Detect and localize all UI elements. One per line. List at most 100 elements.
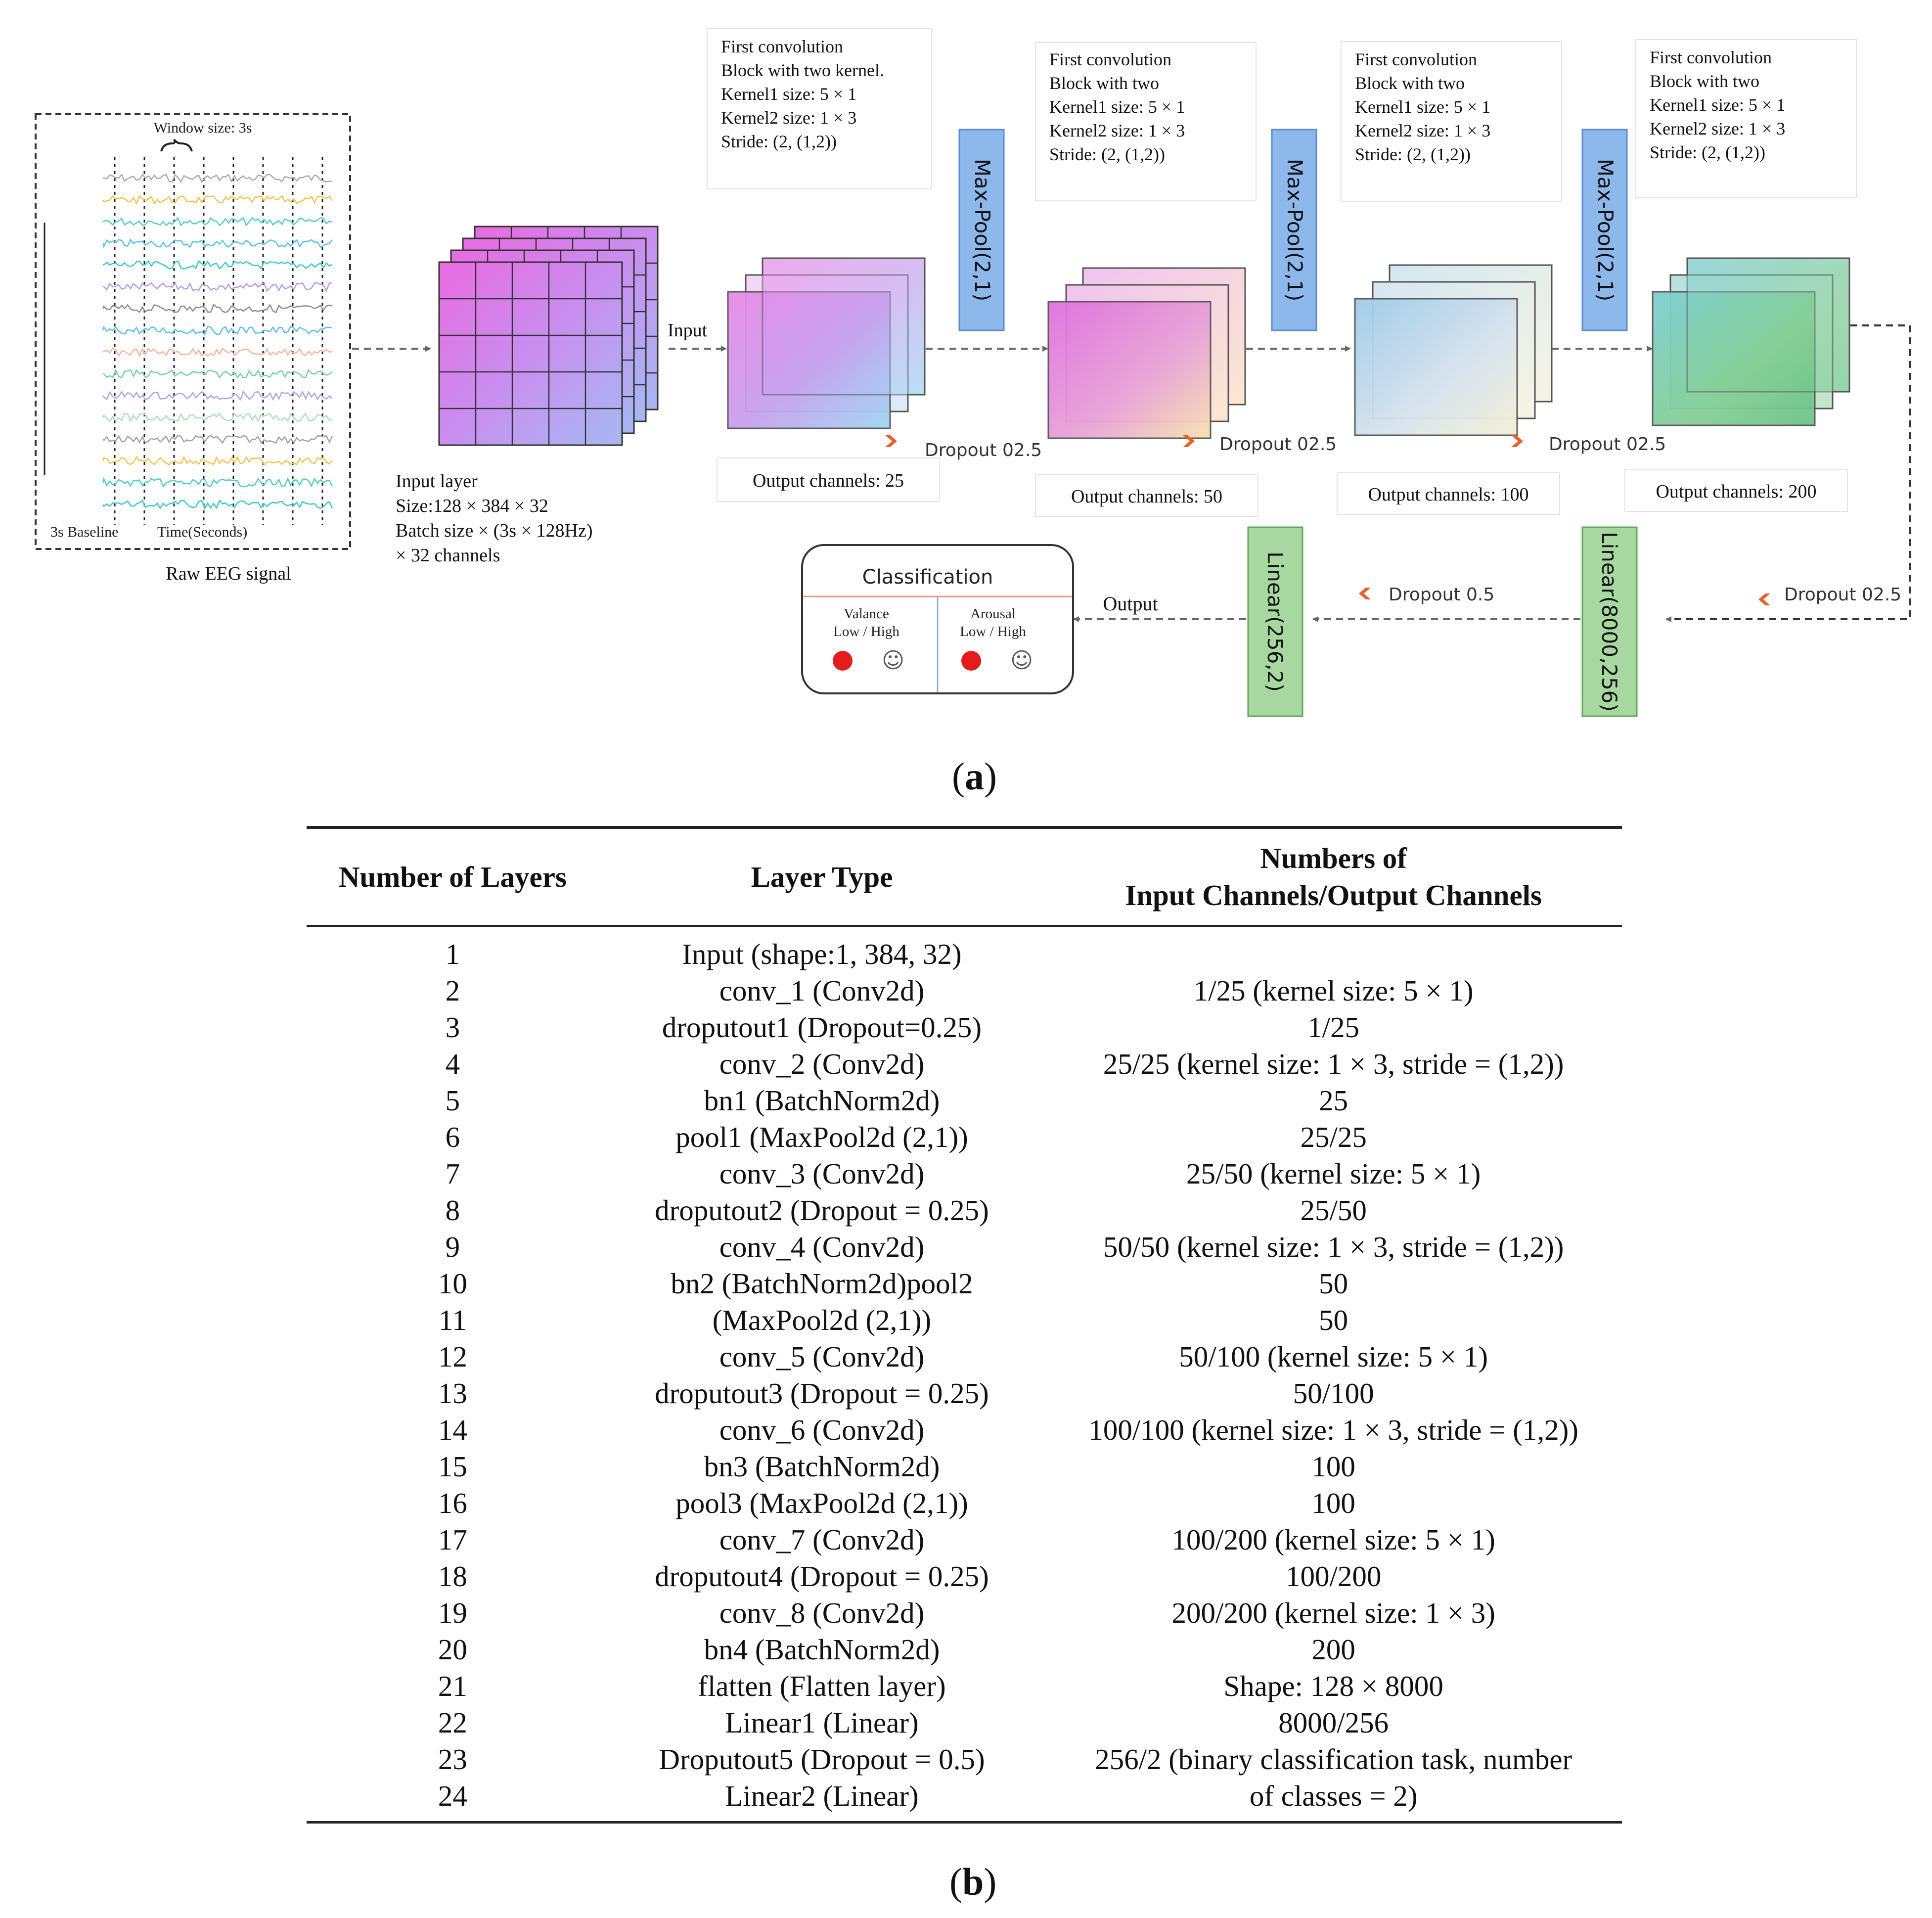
header-channels: Numbers of Input Channels/Output Channel… (1045, 827, 1622, 926)
block4-kernel2: Kernel2 size: 1 × 3 (1650, 119, 1785, 138)
block4-kernel1: Kernel1 size: 5 × 1 (1650, 95, 1785, 115)
channels-cell: 8000/256 (1278, 1706, 1389, 1739)
table-row: 3 droputout1 (Dropout=0.25) 1/25 (307, 1009, 1622, 1046)
table-row: 19 conv_8 (Conv2d) 200/200 (kernel size: 1… (307, 1595, 1622, 1631)
layer-number-cell: 14 (438, 1414, 467, 1446)
block2-output-channels: Output channels: 50 (1071, 486, 1222, 507)
layer-type-cell: conv_3 (Conv2d) (719, 1157, 925, 1190)
block1-title1: First convolution (721, 37, 843, 56)
layer-type-cell: (MaxPool2d (2,1)) (712, 1304, 932, 1336)
block4-stride: Stride: (2, (1,2)) (1650, 142, 1765, 162)
arousal-label: Arousal (970, 606, 1016, 622)
channels-cell: of classes = 2) (1249, 1780, 1418, 1812)
table-row: 10 bn2 (BatchNorm2d)pool2 50 (307, 1265, 1622, 1302)
input-layer-channels: × 32 channels (396, 545, 500, 566)
layer-number-cell: 23 (438, 1743, 467, 1776)
layer-type-cell: droputout2 (Dropout = 0.25) (655, 1194, 989, 1227)
table-row: 14 conv_6 (Conv2d) 100/100 (kernel size: 1… (307, 1412, 1622, 1448)
maxpool-3-label: Max-Pool(2,1) (1593, 159, 1617, 301)
valance-low-dot (833, 651, 853, 671)
layer-number-cell: 3 (445, 1011, 460, 1044)
layer-type-cell: flatten (Flatten layer) (698, 1670, 946, 1702)
channels-cell: 200 (1311, 1633, 1355, 1666)
dropout-marker-2 (1183, 435, 1195, 447)
block2-kernel1: Kernel1 size: 5 × 1 (1049, 97, 1185, 117)
channels-cell: 25/50 (1300, 1194, 1367, 1227)
layer-number-cell: 11 (438, 1304, 467, 1336)
table-row: 9 conv_4 (Conv2d) 50/50 (kernel size: 1 × … (307, 1229, 1622, 1265)
block2-stride: Stride: (2, (1,2)) (1049, 144, 1165, 164)
layer-number-cell: 21 (438, 1670, 467, 1702)
layer-number-cell: 8 (445, 1194, 460, 1227)
block1-kernel1: Kernel1 size: 5 × 1 (721, 84, 856, 104)
layer-type-cell: Input (shape:1, 384, 32) (682, 938, 962, 970)
maxpool-3: Max-Pool(2,1) (1581, 129, 1628, 331)
block3-title2: Block with two (1355, 73, 1465, 93)
channels-cell: 25/25 (1300, 1121, 1367, 1153)
layer-number-cell: 9 (445, 1231, 460, 1263)
layer-type-cell: bn2 (BatchNorm2d)pool2 (671, 1267, 973, 1300)
valance-smiley-icon: ☺ (882, 648, 904, 673)
layer-table: Number of Layers Layer Type Numbers of I… (307, 826, 1622, 1824)
layer-number-cell: 5 (445, 1084, 460, 1117)
valance-label: Valance (844, 606, 889, 622)
baseline-label: 3s Baseline (50, 524, 118, 540)
table-row: 18 droputout4 (Dropout = 0.25) 100/200 (307, 1558, 1622, 1595)
header-number-of-layers: Number of Layers (338, 860, 567, 893)
architecture-diagram: Window size: 3s 3s Baseline Time(Seconds… (35, 28, 1911, 717)
caption-a-letter: a (964, 755, 984, 798)
raw-eeg-panel: Window size: 3s 3s Baseline Time(Seconds… (35, 113, 351, 584)
header-layer-type: Layer Type (751, 860, 893, 893)
classification-title: Classification (862, 566, 993, 589)
channels-cell: 25/50 (kernel size: 5 × 1) (1186, 1157, 1481, 1190)
linear1-label: Linear(8000,256) (1597, 532, 1621, 712)
channels-cell: 200/200 (kernel size: 1 × 3) (1171, 1597, 1495, 1629)
eeg-traces (102, 174, 333, 510)
layer-type-cell: droputout4 (Dropout = 0.25) (655, 1560, 989, 1593)
dropout-marker-3 (1511, 435, 1523, 447)
dropout-marker-right (1758, 594, 1770, 605)
block3-dropout: Dropout 02.5 (1549, 434, 1666, 455)
block3-kernel1: Kernel1 size: 5 × 1 (1355, 97, 1490, 117)
block1-stride: Stride: (2, (1,2)) (721, 132, 837, 151)
channels-cell: 100/200 (1285, 1560, 1382, 1593)
layer-type-cell: Linear1 (Linear) (725, 1706, 919, 1739)
table-row: 23 Droputout5 (Dropout = 0.5) 256/2 (binar… (307, 1741, 1622, 1778)
layer-type-cell: conv_8 (Conv2d) (719, 1597, 925, 1629)
conv-block-3: First convolution Block with two Kernel1… (1337, 41, 1666, 515)
header-channels-line2: Input Channels/Output Channels (1125, 879, 1542, 912)
layer-type-cell: Linear2 (Linear) (725, 1780, 919, 1812)
output-label: Output (1103, 593, 1158, 615)
table-row: 15 bn3 (BatchNorm2d) 100 (307, 1448, 1622, 1485)
channels-cell: 50 (1319, 1267, 1348, 1300)
channels-cell: 50/100 (kernel size: 5 × 1) (1179, 1340, 1488, 1373)
block1-kernel2: Kernel2 size: 1 × 3 (721, 108, 856, 128)
layer-type-cell: conv_6 (Conv2d) (719, 1414, 925, 1446)
connector-block4-to-linear1 (1665, 324, 1911, 622)
layer-number-cell: 2 (445, 974, 460, 1007)
layer-number-cell: 17 (438, 1523, 467, 1556)
block2-title1: First convolution (1049, 49, 1171, 69)
table-row: 2 conv_1 (Conv2d) 1/25 (kernel size: 5 × 1… (307, 972, 1622, 1009)
layer-type-cell: bn1 (BatchNorm2d) (704, 1084, 940, 1117)
channels-cell (1045, 926, 1622, 972)
layer-number-cell: 20 (438, 1633, 467, 1666)
classification-panel: Classification Valance Low / High ☺ Arou… (801, 544, 1074, 694)
table-row: 21 flatten (Flatten layer) Shape: 128 × 80… (307, 1668, 1622, 1704)
maxpool-1-label: Max-Pool(2,1) (970, 159, 994, 301)
input-layer-size: Size:128 × 384 × 32 (396, 496, 548, 516)
layer-number-cell: 1 (445, 938, 460, 970)
block4-title1: First convolution (1650, 47, 1772, 67)
layer-table-wrapper: Number of Layers Layer Type Numbers of I… (307, 826, 1622, 1824)
block2-dropout: Dropout 02.5 (1219, 434, 1337, 455)
layer-type-cell: pool3 (MaxPool2d (2,1)) (675, 1487, 968, 1519)
block2-title2: Block with two (1049, 73, 1159, 93)
dropout-marker-mid (1359, 588, 1371, 599)
channels-cell: Shape: 128 × 8000 (1223, 1670, 1443, 1702)
input-arrow-label: Input (668, 320, 708, 341)
table-row: 11 (MaxPool2d (2,1)) 50 (307, 1302, 1622, 1338)
table-row: 8 droputout2 (Dropout = 0.25) 25/50 (307, 1192, 1622, 1229)
conv-block-4: First convolution Block with two Kernel1… (1624, 39, 1857, 512)
channels-cell: 50 (1319, 1304, 1348, 1336)
channels-cell: 25/25 (kernel size: 1 × 3, stride = (1,2… (1103, 1048, 1564, 1080)
